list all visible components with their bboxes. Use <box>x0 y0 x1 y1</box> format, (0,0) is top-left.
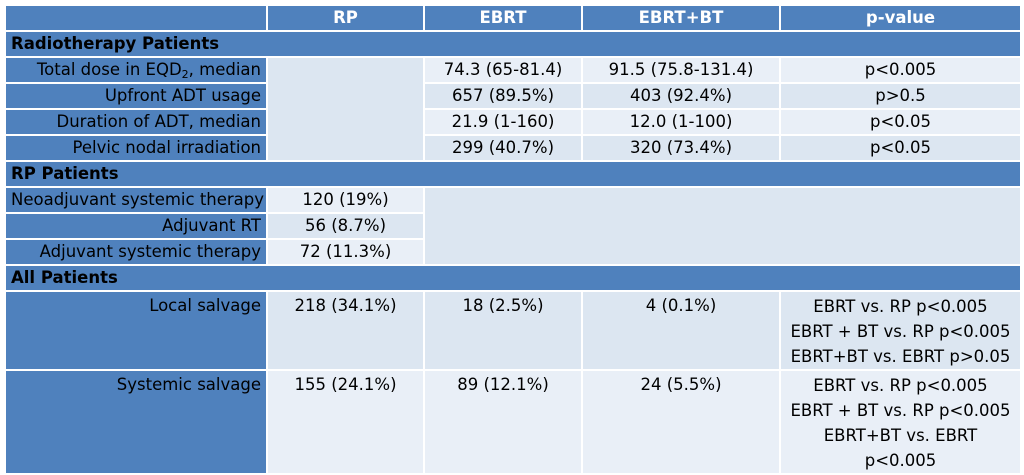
systemic-salvage-rp: 155 (24.1%) <box>266 369 425 475</box>
table-row-systemic-salvage: Systemic salvage 155 (24.1%) 89 (12.1%) … <box>4 369 1022 475</box>
duration-adt-ebrt-bt: 12.0 (1-100) <box>581 108 781 136</box>
systemic-salvage-p-line: EBRT + BT vs. RP p<0.005 <box>790 401 1011 420</box>
systemic-salvage-ebrt: 89 (12.1%) <box>423 369 583 475</box>
table-row-adjuvant-systemic: Adjuvant systemic therapy 72 (11.3%) <box>4 238 1021 266</box>
row-label-adjuvant-systemic: Adjuvant systemic therapy <box>4 238 268 266</box>
rp-radiotherapy-empty-cell <box>266 56 425 162</box>
table-row-duration-adt: Duration of ADT, median 21.9 (1-160) 12.… <box>4 108 1022 136</box>
section-rp-patients: RP Patients <box>4 160 1022 188</box>
adjuvant-rt-rp: 56 (8.7%) <box>266 212 425 240</box>
header-ebrt-bt: EBRT+BT <box>581 4 781 32</box>
row-label-local-salvage: Local salvage <box>4 290 268 371</box>
upfront-adt-ebrt-bt: 403 (92.4%) <box>581 82 781 110</box>
section-row-rp: RP Patients <box>4 160 1022 188</box>
local-salvage-p-line: EBRT + BT vs. RP p<0.005 <box>790 322 1011 341</box>
table-row-pelvic-nodal: Pelvic nodal irradiation 299 (40.7%) 320… <box>4 134 1022 162</box>
row-label-upfront-adt: Upfront ADT usage <box>4 82 268 110</box>
total-dose-ebrt-bt: 91.5 (75.8-131.4) <box>581 56 781 84</box>
header-rp: RP <box>266 4 425 32</box>
total-dose-label-text: Total dose in EQD <box>36 60 182 79</box>
upfront-adt-p-value: p>0.5 <box>779 82 1022 110</box>
local-salvage-ebrt: 18 (2.5%) <box>423 290 583 371</box>
row-label-neoadjuvant: Neoadjuvant systemic therapy <box>4 186 268 214</box>
row-label-total-dose: Total dose in EQD2, median <box>4 56 268 84</box>
header-label-column <box>4 4 268 32</box>
duration-adt-ebrt: 21.9 (1-160) <box>423 108 583 136</box>
local-salvage-p-line: EBRT vs. RP p<0.005 <box>813 297 988 316</box>
outcomes-table: RP EBRT EBRT+BT p-value Radiotherapy Pat… <box>4 4 1022 475</box>
section-radiotherapy-patients: Radiotherapy Patients <box>4 30 1022 58</box>
section-row-radiotherapy: Radiotherapy Patients <box>4 30 1022 58</box>
neoadjuvant-rp: 120 (19%) <box>266 186 425 214</box>
systemic-salvage-p-line: EBRT vs. RP p<0.005 <box>813 376 988 395</box>
duration-adt-p-value: p<0.05 <box>779 108 1022 136</box>
row-label-systemic-salvage: Systemic salvage <box>4 369 268 475</box>
systemic-salvage-p-line: EBRT+BT vs. EBRT <box>823 426 978 445</box>
total-dose-ebrt: 74.3 (65-81.4) <box>423 56 583 84</box>
header-ebrt: EBRT <box>423 4 583 32</box>
section-all-patients: All Patients <box>4 264 1022 292</box>
rp-patients-empty-cell <box>423 186 1022 266</box>
total-dose-p-value: p<0.005 <box>779 56 1022 84</box>
header-p-value: p-value <box>779 4 1022 32</box>
pelvic-nodal-p-value: p<0.05 <box>779 134 1022 162</box>
pelvic-nodal-ebrt-bt: 320 (73.4%) <box>581 134 781 162</box>
total-dose-label-suffix: , median <box>188 60 261 79</box>
header-row: RP EBRT EBRT+BT p-value <box>4 4 1022 32</box>
row-label-pelvic-nodal: Pelvic nodal irradiation <box>4 134 268 162</box>
table-row-local-salvage: Local salvage 218 (34.1%) 18 (2.5%) 4 (0… <box>4 290 1022 371</box>
pelvic-nodal-ebrt: 299 (40.7%) <box>423 134 583 162</box>
table-row-neoadjuvant: Neoadjuvant systemic therapy 120 (19%) <box>4 186 1022 266</box>
section-row-all: All Patients <box>4 264 1022 292</box>
local-salvage-p-line: EBRT+BT vs. EBRT p>0.05 <box>790 347 1011 366</box>
local-salvage-ebrt-bt: 4 (0.1%) <box>581 290 781 371</box>
row-label-duration-adt: Duration of ADT, median <box>4 108 268 136</box>
adjuvant-systemic-rp: 72 (11.3%) <box>266 238 425 266</box>
systemic-salvage-p-value: EBRT vs. RP p<0.005 EBRT + BT vs. RP p<0… <box>779 369 1022 475</box>
table-row-total-dose: Total dose in EQD2, median 74.3 (65-81.4… <box>4 56 1022 162</box>
table-row-upfront-adt: Upfront ADT usage 657 (89.5%) 403 (92.4%… <box>4 82 1022 110</box>
table-row-adjuvant-rt: Adjuvant RT 56 (8.7%) <box>4 212 1021 240</box>
total-dose-label-subscript: 2 <box>181 68 189 81</box>
row-label-adjuvant-rt: Adjuvant RT <box>4 212 268 240</box>
systemic-salvage-ebrt-bt: 24 (5.5%) <box>581 369 781 475</box>
systemic-salvage-p-line: p<0.005 <box>864 451 937 470</box>
local-salvage-rp: 218 (34.1%) <box>266 290 425 371</box>
local-salvage-p-value: EBRT vs. RP p<0.005 EBRT + BT vs. RP p<0… <box>779 290 1022 371</box>
upfront-adt-ebrt: 657 (89.5%) <box>423 82 583 110</box>
